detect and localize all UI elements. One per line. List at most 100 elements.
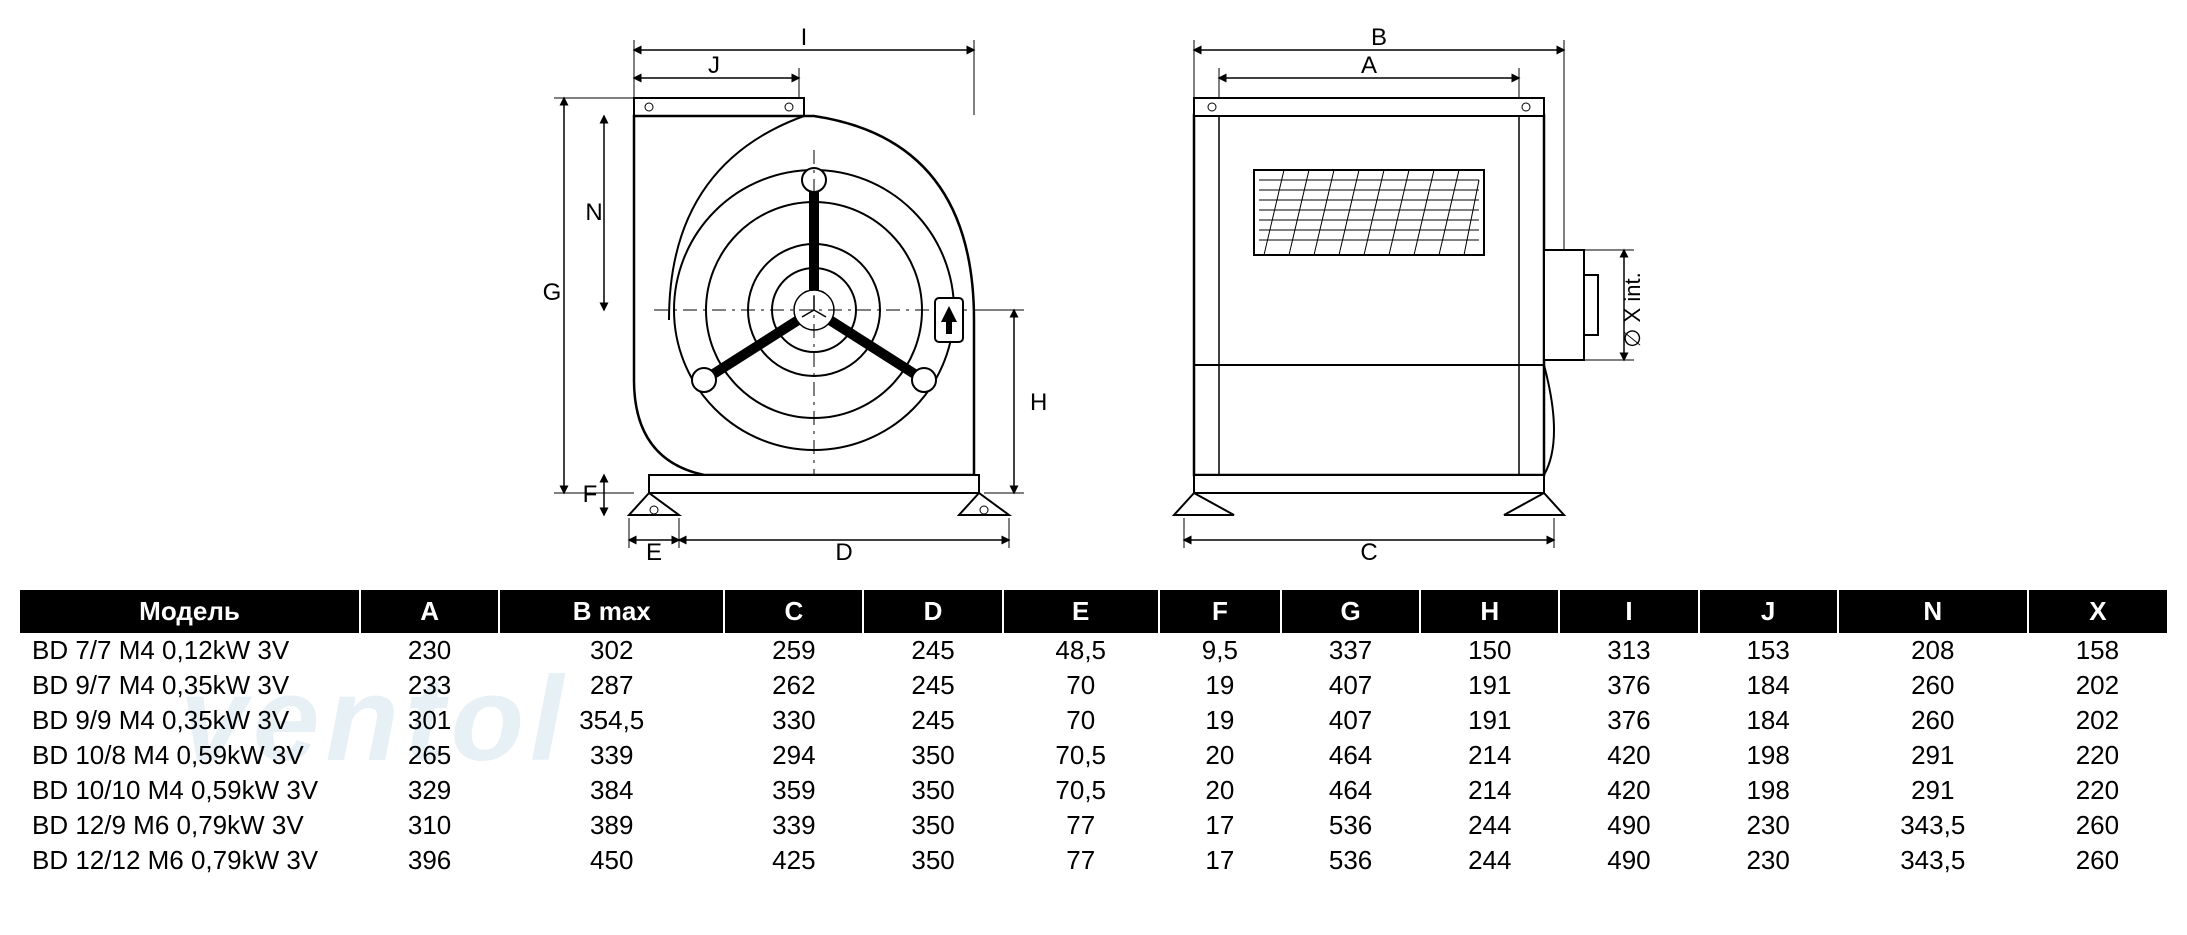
dim-H-label: H xyxy=(1030,389,1047,416)
value-cell: 464 xyxy=(1281,773,1420,808)
value-cell: 464 xyxy=(1281,738,1420,773)
value-cell: 220 xyxy=(2028,773,2167,808)
value-cell: 396 xyxy=(360,843,499,878)
value-cell: 150 xyxy=(1420,633,1559,668)
value-cell: 17 xyxy=(1159,843,1281,878)
table-row: BD 7/7 M4 0,12kW 3V23030225924548,59,533… xyxy=(20,633,2167,668)
value-cell: 244 xyxy=(1420,843,1559,878)
value-cell: 425 xyxy=(724,843,863,878)
model-cell: BD 9/7 M4 0,35kW 3V xyxy=(20,668,360,703)
table-row: BD 9/9 M4 0,35kW 3V301354,53302457019407… xyxy=(20,703,2167,738)
front-view-drawing: B A xyxy=(1124,20,1684,560)
front-view-svg: B A xyxy=(1124,20,1684,560)
value-cell: 384 xyxy=(499,773,724,808)
value-cell: 294 xyxy=(724,738,863,773)
col-F: F xyxy=(1159,590,1281,633)
value-cell: 230 xyxy=(1699,808,1838,843)
side-view-drawing: I J xyxy=(504,20,1064,560)
value-cell: 184 xyxy=(1699,703,1838,738)
value-cell: 536 xyxy=(1281,843,1420,878)
col-D: D xyxy=(863,590,1002,633)
value-cell: 230 xyxy=(360,633,499,668)
col-E: E xyxy=(1003,590,1159,633)
table-row: BD 10/10 M4 0,59kW 3V32938435935070,5204… xyxy=(20,773,2167,808)
value-cell: 302 xyxy=(499,633,724,668)
value-cell: 291 xyxy=(1838,738,2028,773)
model-cell: BD 10/8 M4 0,59kW 3V xyxy=(20,738,360,773)
value-cell: 329 xyxy=(360,773,499,808)
value-cell: 233 xyxy=(360,668,499,703)
value-cell: 19 xyxy=(1159,703,1281,738)
dim-C-label: C xyxy=(1360,539,1377,560)
col-Bmax: B max xyxy=(499,590,724,633)
value-cell: 260 xyxy=(1838,703,2028,738)
value-cell: 407 xyxy=(1281,703,1420,738)
value-cell: 337 xyxy=(1281,633,1420,668)
value-cell: 310 xyxy=(360,808,499,843)
value-cell: 313 xyxy=(1559,633,1698,668)
dimensions-table: Модель A B max C D E F G H I J N X BD 7/… xyxy=(20,590,2167,878)
value-cell: 19 xyxy=(1159,668,1281,703)
value-cell: 343,5 xyxy=(1838,808,2028,843)
table-row: BD 10/8 M4 0,59kW 3V26533929435070,52046… xyxy=(20,738,2167,773)
model-cell: BD 10/10 M4 0,59kW 3V xyxy=(20,773,360,808)
dim-I-label: I xyxy=(800,24,807,51)
value-cell: 70,5 xyxy=(1003,773,1159,808)
col-G: G xyxy=(1281,590,1420,633)
dim-E-label: E xyxy=(645,539,661,560)
value-cell: 214 xyxy=(1420,738,1559,773)
model-cell: BD 7/7 M4 0,12kW 3V xyxy=(20,633,360,668)
col-model: Модель xyxy=(20,590,360,633)
value-cell: 260 xyxy=(2028,843,2167,878)
value-cell: 330 xyxy=(724,703,863,738)
dim-X-label: ∅ X int. xyxy=(1620,272,1645,347)
table-row: BD 12/9 M6 0,79kW 3V31038933935077175362… xyxy=(20,808,2167,843)
value-cell: 359 xyxy=(724,773,863,808)
value-cell: 198 xyxy=(1699,773,1838,808)
technical-drawings: I J xyxy=(20,10,2167,570)
model-cell: BD 9/9 M4 0,35kW 3V xyxy=(20,703,360,738)
value-cell: 376 xyxy=(1559,703,1698,738)
value-cell: 191 xyxy=(1420,703,1559,738)
value-cell: 20 xyxy=(1159,738,1281,773)
value-cell: 490 xyxy=(1559,808,1698,843)
value-cell: 9,5 xyxy=(1159,633,1281,668)
value-cell: 450 xyxy=(499,843,724,878)
value-cell: 202 xyxy=(2028,668,2167,703)
value-cell: 17 xyxy=(1159,808,1281,843)
value-cell: 420 xyxy=(1559,738,1698,773)
value-cell: 354,5 xyxy=(499,703,724,738)
value-cell: 191 xyxy=(1420,668,1559,703)
value-cell: 262 xyxy=(724,668,863,703)
table-header-row: Модель A B max C D E F G H I J N X xyxy=(20,590,2167,633)
value-cell: 77 xyxy=(1003,843,1159,878)
value-cell: 350 xyxy=(863,808,1002,843)
col-N: N xyxy=(1838,590,2028,633)
model-cell: BD 12/9 M6 0,79kW 3V xyxy=(20,808,360,843)
col-H: H xyxy=(1420,590,1559,633)
value-cell: 389 xyxy=(499,808,724,843)
col-A: A xyxy=(360,590,499,633)
value-cell: 260 xyxy=(2028,808,2167,843)
value-cell: 208 xyxy=(1838,633,2028,668)
value-cell: 220 xyxy=(2028,738,2167,773)
value-cell: 260 xyxy=(1838,668,2028,703)
value-cell: 376 xyxy=(1559,668,1698,703)
col-J: J xyxy=(1699,590,1838,633)
value-cell: 244 xyxy=(1420,808,1559,843)
value-cell: 245 xyxy=(863,633,1002,668)
value-cell: 230 xyxy=(1699,843,1838,878)
value-cell: 70,5 xyxy=(1003,738,1159,773)
value-cell: 153 xyxy=(1699,633,1838,668)
value-cell: 301 xyxy=(360,703,499,738)
col-C: C xyxy=(724,590,863,633)
dim-N-label: N xyxy=(585,199,602,226)
value-cell: 536 xyxy=(1281,808,1420,843)
col-I: I xyxy=(1559,590,1698,633)
side-view-svg: I J xyxy=(504,20,1064,560)
dim-G-label: G xyxy=(542,279,561,306)
dim-B-label: B xyxy=(1370,24,1386,51)
value-cell: 339 xyxy=(724,808,863,843)
value-cell: 350 xyxy=(863,773,1002,808)
value-cell: 287 xyxy=(499,668,724,703)
